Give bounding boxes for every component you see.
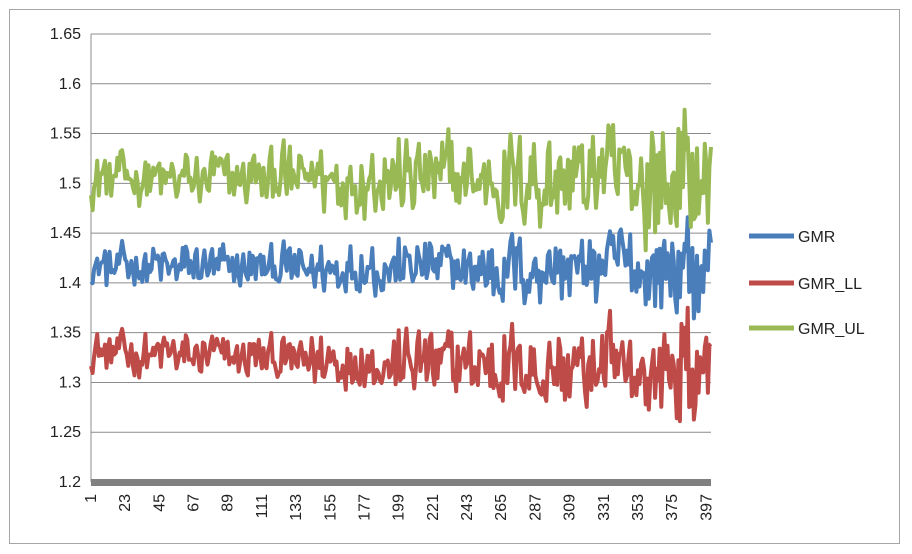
x-tick-label: 177 xyxy=(356,494,373,521)
y-tick-label: 1.45 xyxy=(50,225,81,242)
legend: GMR GMR_LL GMR_UL xyxy=(749,229,865,338)
y-tick-label: 1.25 xyxy=(50,424,81,441)
y-tick-label: 1.35 xyxy=(50,325,81,342)
x-tick-label: 243 xyxy=(459,494,476,521)
x-tick-label: 397 xyxy=(698,494,715,521)
x-tick-label: 353 xyxy=(630,494,647,521)
legend-label: GMR xyxy=(798,229,835,246)
x-tick-label: 155 xyxy=(322,494,339,521)
series-line-gmr-ll xyxy=(89,305,713,424)
x-tick-label: 331 xyxy=(596,494,613,521)
chart-frame: 1.2 1.25 1.3 1.35 1.4 1.45 1.5 1.55 1.6 1.65 1 23 4… xyxy=(9,9,900,544)
line-chart: 1.2 1.25 1.3 1.35 1.4 1.45 1.5 1.55 1.6 1.65 1 23 4… xyxy=(50,26,865,521)
y-tick-label: 1.2 xyxy=(59,474,81,491)
y-tick-label: 1.65 xyxy=(50,26,81,43)
x-tick-label: 375 xyxy=(664,494,681,521)
x-tick-label: 221 xyxy=(425,494,442,521)
x-tick-label: 287 xyxy=(527,494,544,521)
legend-label: GMR_LL xyxy=(798,276,862,293)
x-tick-label: 199 xyxy=(391,494,408,521)
y-tick-label: 1.5 xyxy=(59,175,81,192)
y-tick-label: 1.4 xyxy=(59,275,81,292)
x-tick-label: 1 xyxy=(83,494,100,503)
series-layer xyxy=(89,107,713,424)
y-axis-tick-labels: 1.2 1.25 1.3 1.35 1.4 1.45 1.5 1.55 1.6 1.65 xyxy=(50,26,81,491)
x-tick-label: 23 xyxy=(117,494,134,512)
x-tick-label: 89 xyxy=(220,494,237,512)
y-tick-label: 1.55 xyxy=(50,126,81,143)
x-tick-label: 265 xyxy=(493,494,510,521)
x-tick-label: 45 xyxy=(151,494,168,512)
x-tick-label: 67 xyxy=(186,494,203,512)
x-axis-tick-labels: 1 23 45 67 89 111 133 155 177 199 221 243 265 287 309 3… xyxy=(83,494,715,521)
series-line-gmr xyxy=(89,215,713,321)
y-tick-label: 1.3 xyxy=(59,374,81,391)
x-axis-bar xyxy=(91,479,711,486)
y-tick-label: 1.6 xyxy=(59,76,81,93)
x-tick-label: 133 xyxy=(288,494,305,521)
legend-label: GMR_UL xyxy=(798,321,865,338)
series-line-gmr-ul xyxy=(89,107,713,253)
x-tick-label: 111 xyxy=(254,494,271,518)
x-tick-label: 309 xyxy=(562,494,579,521)
